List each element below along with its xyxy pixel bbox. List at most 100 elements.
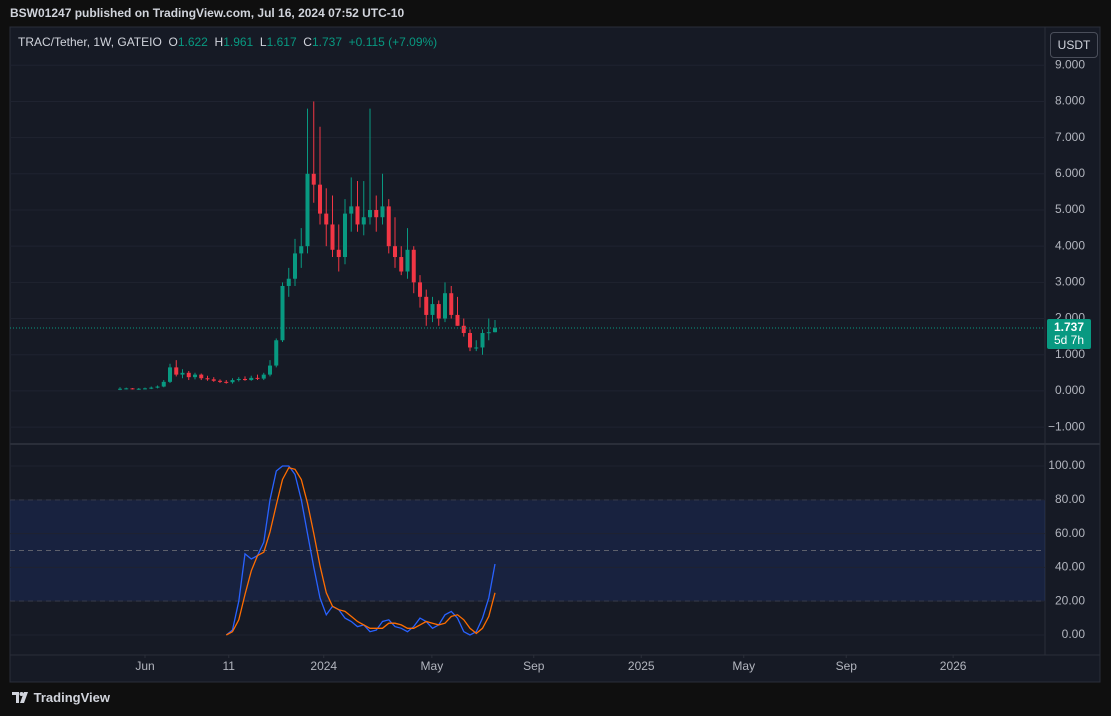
- candle-body: [243, 378, 247, 381]
- last-price-badge: [1047, 319, 1091, 350]
- candle-body: [336, 249, 341, 258]
- candle-body: [305, 173, 310, 247]
- candle-body: [493, 328, 497, 333]
- candle-body: [268, 365, 272, 375]
- y-tick-label: 7.000: [1055, 130, 1085, 144]
- candle-body: [193, 374, 197, 378]
- candle-body: [393, 246, 397, 258]
- candle-body: [249, 377, 254, 381]
- candle-body: [124, 388, 129, 390]
- candle-body: [286, 278, 291, 286]
- y-tick-label: 40.00: [1055, 560, 1085, 574]
- last-price-label: 1.737: [1054, 320, 1084, 334]
- candle-body: [430, 304, 435, 315]
- ohlc-value: 1.961: [223, 35, 254, 49]
- candle-body: [468, 333, 472, 348]
- x-tick-label: 11: [223, 659, 236, 673]
- publish-info: BSW01247 published on TradingView.com, J…: [10, 6, 405, 20]
- candle-body: [136, 388, 141, 390]
- x-tick-label: 2024: [310, 659, 337, 673]
- candle-body: [211, 379, 216, 381]
- candle-body: [274, 340, 279, 366]
- candle-body: [374, 209, 379, 218]
- candle-body: [168, 367, 172, 382]
- y-tick-label: 1.000: [1055, 347, 1085, 361]
- y-tick-label: 100.00: [1048, 458, 1085, 472]
- candle-body: [443, 293, 447, 319]
- y-tick-label: 0.000: [1055, 383, 1085, 397]
- brand: TradingView: [33, 690, 110, 705]
- stoch-line: [225, 465, 496, 636]
- ohlc-label: L: [259, 35, 267, 49]
- y-tick-label: 3.000: [1055, 275, 1085, 289]
- candle-body: [424, 296, 429, 315]
- candle-body: [355, 206, 360, 225]
- ohlc-value: 1.617: [266, 35, 297, 49]
- candle-body: [361, 217, 366, 225]
- y-tick-label: 5.000: [1055, 202, 1085, 216]
- candle-body: [224, 381, 229, 383]
- x-tick-label: May: [732, 659, 755, 673]
- y-tick-label: 20.00: [1055, 593, 1085, 607]
- currency-button[interactable]: USDT: [1050, 32, 1098, 58]
- candle-body: [405, 249, 410, 272]
- price-change: +0.115 (+7.09%): [348, 35, 438, 49]
- candle-body: [118, 388, 122, 390]
- candle-body: [486, 332, 491, 334]
- candle-body: [330, 224, 335, 250]
- candle-body: [130, 388, 135, 390]
- y-tick-label: 8.000: [1055, 94, 1085, 108]
- candle-body: [186, 372, 191, 378]
- candle-body: [480, 333, 485, 348]
- x-tick-label: Sep: [836, 659, 858, 673]
- candle-body: [311, 173, 316, 185]
- candle-body: [368, 209, 372, 218]
- candle-body: [174, 367, 179, 375]
- candle-body: [218, 380, 222, 382]
- candle-body: [205, 378, 210, 380]
- candle-body: [180, 372, 185, 375]
- x-tick-label: 2025: [628, 659, 655, 673]
- logo: [12, 692, 28, 703]
- candle-body: [143, 388, 147, 390]
- candle-body: [411, 249, 416, 283]
- ohlc-label: C: [303, 35, 312, 49]
- ohlc-value: 1.737: [311, 35, 342, 49]
- stoch-line: [225, 466, 496, 636]
- candle-body: [474, 347, 479, 349]
- symbol-title: TRAC/Tether, 1W, GATEIO: [18, 35, 162, 49]
- y-tick-label: 80.00: [1055, 492, 1085, 506]
- candle-body: [230, 380, 235, 383]
- candle-body: [161, 381, 166, 387]
- ohlc-value: 1.622: [177, 35, 208, 49]
- candle-body: [386, 206, 391, 247]
- x-tick-label: 2026: [940, 659, 967, 673]
- candle-body: [255, 377, 260, 379]
- candle-body: [436, 304, 441, 319]
- y-tick-label: 6.000: [1055, 166, 1085, 180]
- candle-body: [293, 253, 297, 279]
- candle-body: [380, 206, 385, 218]
- y-tick-label: −1.000: [1048, 419, 1085, 433]
- bar-countdown: 5d 7h: [1054, 333, 1084, 347]
- candle-body: [236, 378, 241, 381]
- candle-body: [155, 386, 160, 388]
- brand-footer: TradingView: [12, 690, 110, 705]
- x-tick-label: Sep: [523, 659, 545, 673]
- candle-body: [299, 246, 304, 254]
- candle-body: [261, 374, 266, 379]
- ohlc-label: O: [168, 35, 178, 49]
- y-tick-label: 60.00: [1055, 526, 1085, 540]
- x-tick-label: May: [421, 659, 444, 673]
- ohlc-label: H: [214, 35, 224, 49]
- candle-body: [455, 314, 460, 326]
- candle-body: [343, 213, 347, 258]
- candle-body: [399, 257, 404, 272]
- candle-body: [318, 184, 322, 214]
- candle-body: [349, 206, 354, 214]
- candle-body: [280, 285, 285, 341]
- y-tick-label: 4.000: [1055, 238, 1085, 252]
- y-tick-label: 0.00: [1062, 627, 1086, 641]
